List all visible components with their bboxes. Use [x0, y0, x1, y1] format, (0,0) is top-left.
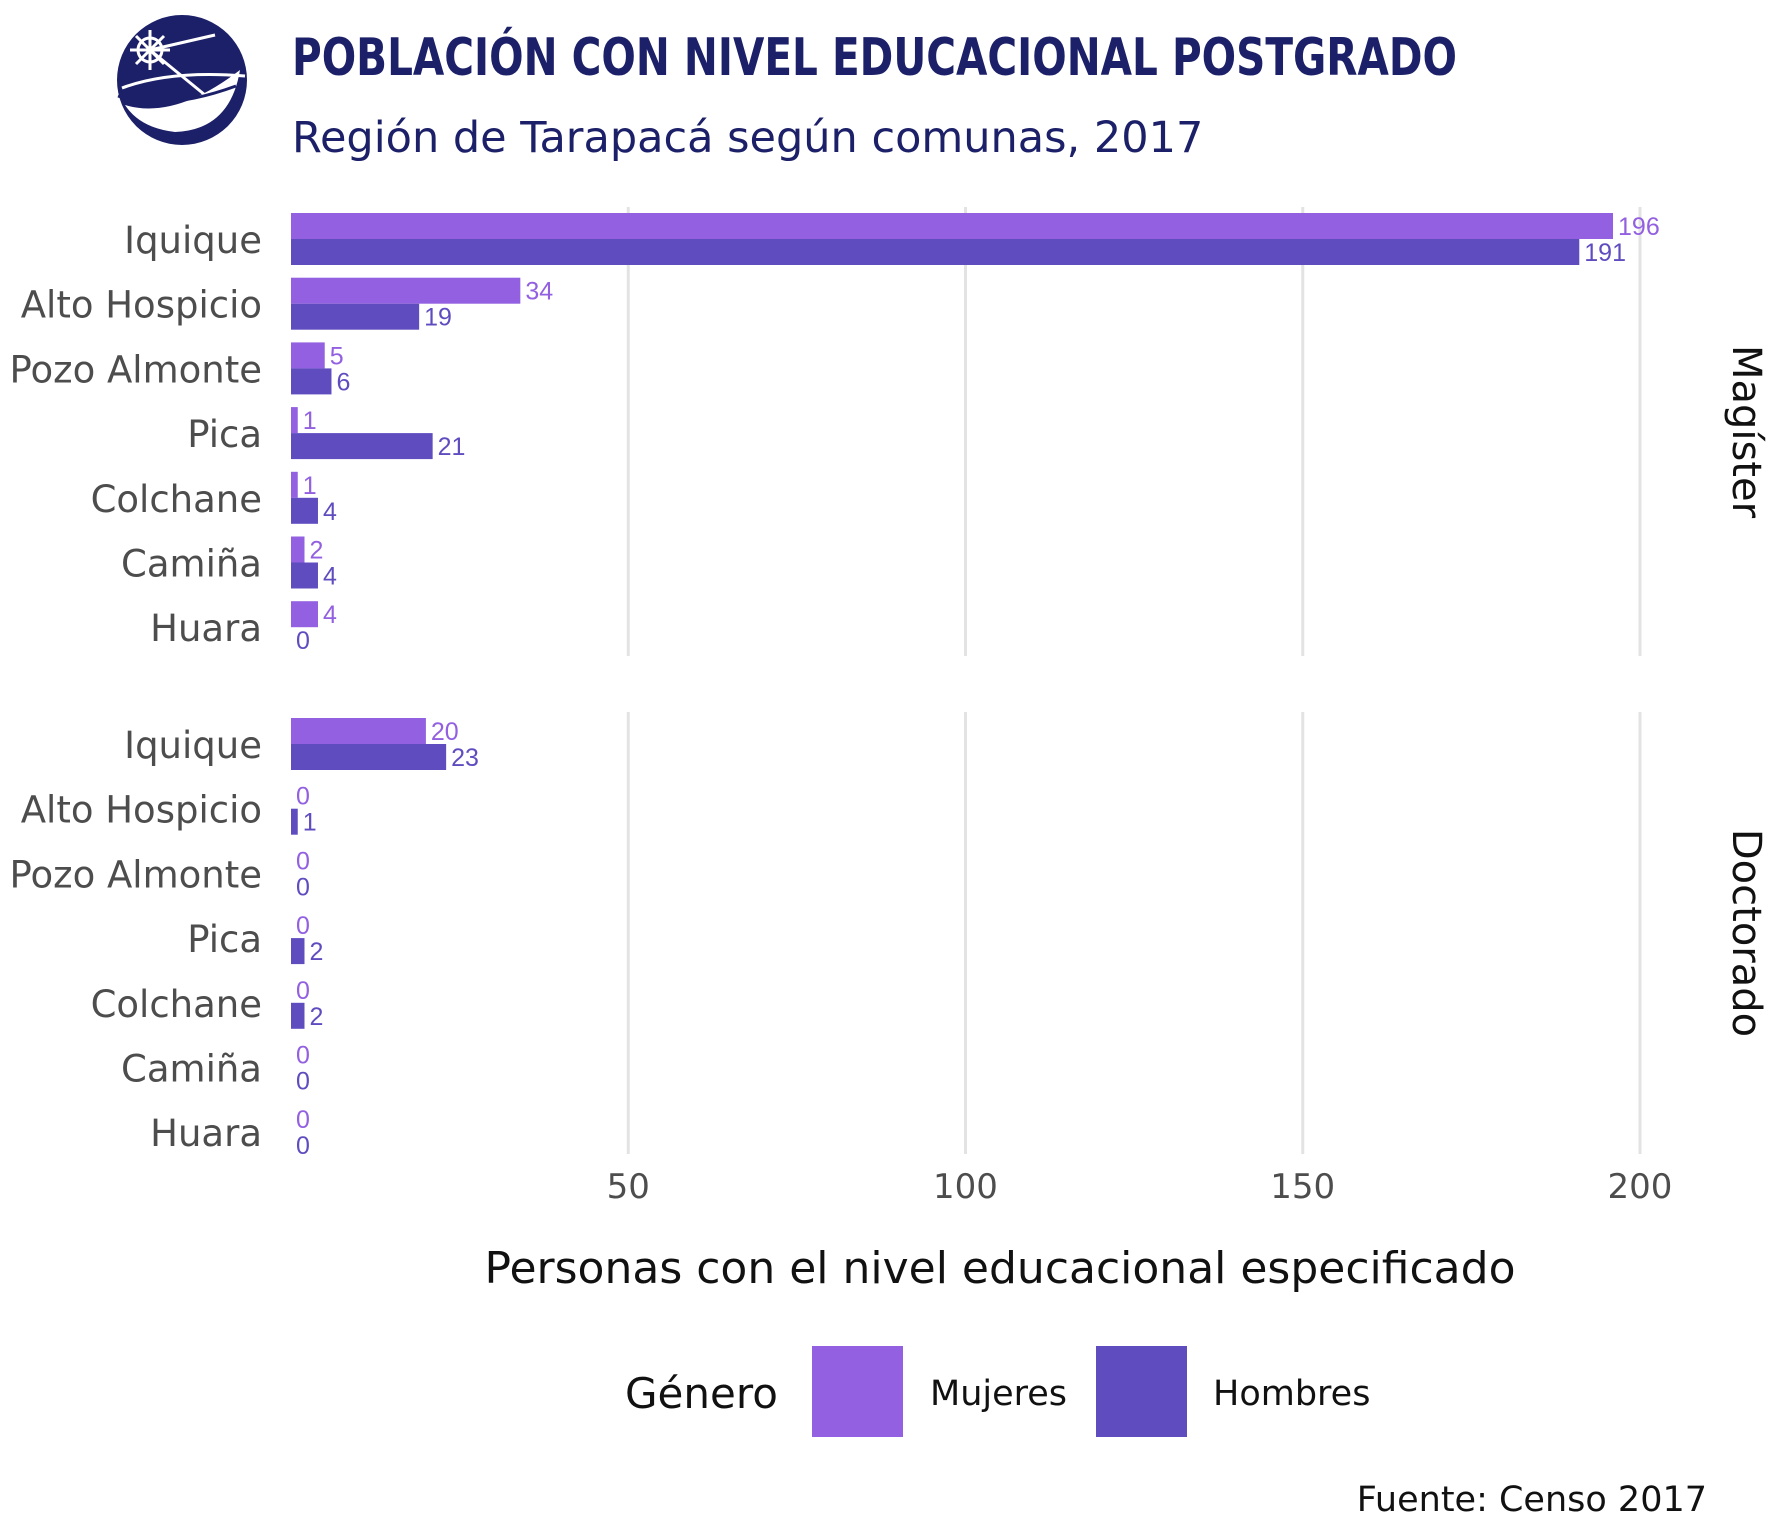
bar — [291, 808, 298, 835]
page-subtitle: Región de Tarapacá según comunas, 2017 — [292, 113, 1203, 163]
data-label: 23 — [451, 744, 479, 772]
legend-swatch-mujeres — [812, 1346, 903, 1437]
category-label: Iquique — [124, 724, 262, 767]
category-label: Pozo Almonte — [10, 853, 262, 896]
bar — [291, 433, 433, 460]
category-label: Pozo Almonte — [10, 348, 262, 391]
bar — [291, 303, 420, 330]
x-axis-title: Personas con el nivel educacional especi… — [485, 1243, 1516, 1294]
x-tick-label: 50 — [607, 1167, 650, 1207]
data-label: 0 — [296, 847, 310, 875]
bar — [291, 497, 318, 524]
data-label: 2 — [309, 938, 323, 966]
data-label: 2 — [309, 1003, 323, 1031]
data-label: 6 — [336, 368, 350, 396]
category-label: Huara — [150, 607, 262, 650]
x-tick-label: 150 — [1270, 1167, 1335, 1207]
facet-label: Magíster — [1723, 345, 1769, 519]
data-label: 196 — [1618, 213, 1660, 241]
bar — [291, 601, 318, 628]
legend-label-hombres: Hombres — [1213, 1374, 1370, 1414]
category-label: Iquique — [124, 219, 262, 262]
bar — [291, 407, 298, 434]
regional-emblem-icon — [117, 15, 247, 145]
data-label: 1 — [303, 809, 317, 837]
source-note: Fuente: Censo 2017 — [1357, 1480, 1707, 1520]
bar — [291, 938, 305, 965]
category-label: Camiña — [121, 543, 262, 586]
legend-label-mujeres: Mujeres — [930, 1374, 1067, 1414]
page-title: POBLACIÓN CON NIVEL EDUCACIONAL POSTGRAD… — [292, 26, 1457, 88]
bar — [291, 342, 325, 369]
bar — [291, 744, 447, 770]
gridlines — [626, 207, 1642, 1154]
legend: Género Mujeres Hombres — [625, 1346, 1370, 1437]
category-labels: Iquique Alto Hospicio Pozo Almonte Pica Colc… — [10, 219, 262, 1155]
bar — [291, 368, 332, 395]
x-axis-ticks: 50 100 150 200 — [607, 1167, 1673, 1207]
data-label: 1 — [303, 472, 317, 500]
data-label: 20 — [431, 718, 459, 746]
category-label: Colchane — [91, 983, 262, 1026]
x-tick-label: 100 — [933, 1167, 998, 1207]
bar — [291, 1002, 305, 1029]
data-label: 0 — [296, 912, 310, 940]
data-label: 21 — [438, 433, 466, 461]
data-label: 0 — [296, 1042, 310, 1070]
bar — [291, 718, 426, 744]
data-label: 2 — [309, 537, 323, 565]
x-tick-label: 200 — [1608, 1167, 1673, 1207]
data-label: 19 — [424, 304, 452, 332]
data-label: 0 — [296, 1068, 310, 1096]
bar — [291, 562, 318, 589]
data-label: 34 — [525, 278, 553, 306]
bar — [291, 536, 305, 563]
legend-title: Género — [625, 1369, 778, 1418]
category-label: Alto Hospicio — [21, 284, 262, 327]
data-label: 1 — [303, 407, 317, 435]
data-label: 5 — [330, 342, 344, 370]
category-label: Camiña — [121, 1048, 262, 1091]
bar — [291, 471, 298, 498]
category-label: Huara — [150, 1112, 262, 1155]
data-label: 0 — [296, 873, 310, 901]
category-label: Pica — [187, 918, 262, 961]
bars — [291, 213, 1614, 1029]
category-label: Colchane — [91, 478, 262, 521]
data-label: 0 — [296, 627, 310, 655]
data-label: 4 — [323, 563, 337, 591]
bar — [291, 277, 521, 304]
facet-labels: Magíster Doctorado — [1723, 345, 1769, 1037]
data-label: 191 — [1584, 239, 1626, 267]
data-label: 0 — [296, 1132, 310, 1160]
legend-swatch-hombres — [1096, 1346, 1187, 1437]
bar — [291, 213, 1614, 239]
data-label: 4 — [323, 601, 337, 629]
bar — [291, 239, 1580, 265]
data-label: 0 — [296, 1106, 310, 1134]
data-label: 0 — [296, 977, 310, 1005]
category-label: Alto Hospicio — [21, 789, 262, 832]
data-label: 0 — [296, 783, 310, 811]
data-label: 4 — [323, 498, 337, 526]
facet-label: Doctorado — [1723, 829, 1769, 1037]
category-label: Pica — [187, 413, 262, 456]
